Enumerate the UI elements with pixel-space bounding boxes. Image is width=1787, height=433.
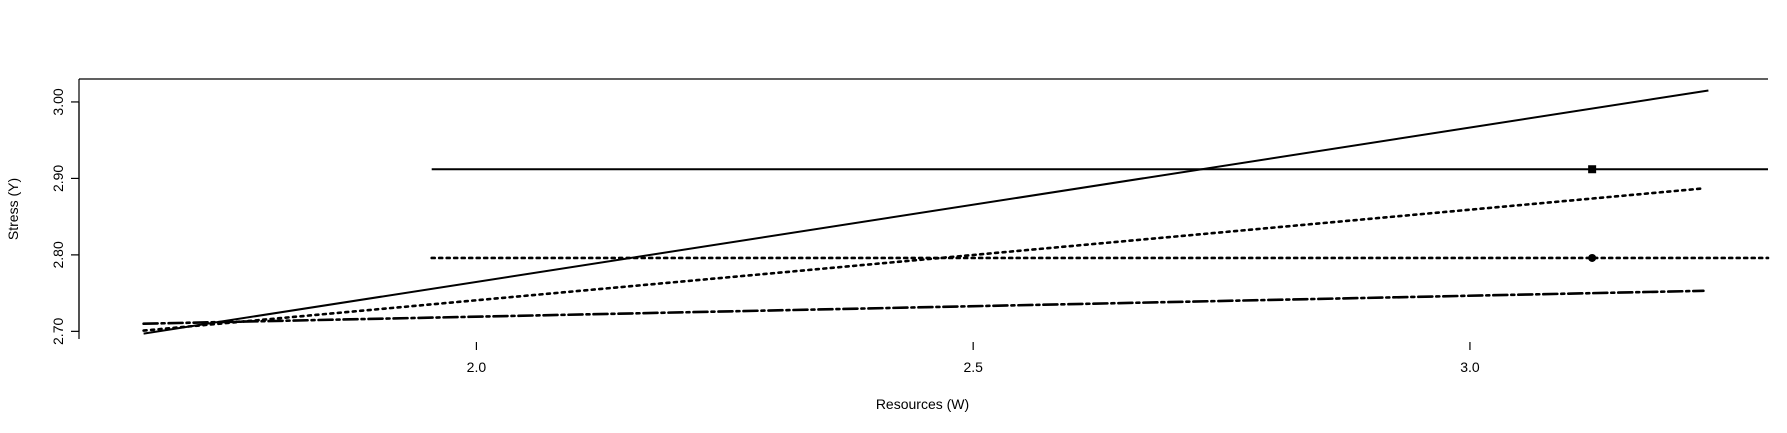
series-line-dotdash (142, 289, 1705, 326)
x-tick-label: 2.5 (963, 359, 983, 375)
y-tick-label: 3.00 (50, 88, 66, 115)
series-line-solid (143, 89, 1709, 335)
x-axis-label: Resources (W) (876, 396, 969, 412)
axis-layer: 2.0 2.5 3.0 2.70 2.80 2.90 3.00 (50, 88, 1480, 375)
x-tick-label: 2.0 (467, 359, 487, 375)
series-line-dotted (142, 187, 1705, 332)
y-axis-label: Stress (Y) (5, 178, 21, 240)
y-tick-label: 2.70 (50, 318, 66, 345)
x-tick-label: 3.0 (1460, 359, 1480, 375)
reference-marker-square (1588, 165, 1597, 174)
y-tick-label: 2.80 (50, 241, 66, 268)
y-tick-label: 2.90 (50, 165, 66, 192)
reference-marker-circle (1588, 253, 1597, 262)
series-layer (142, 89, 1770, 335)
